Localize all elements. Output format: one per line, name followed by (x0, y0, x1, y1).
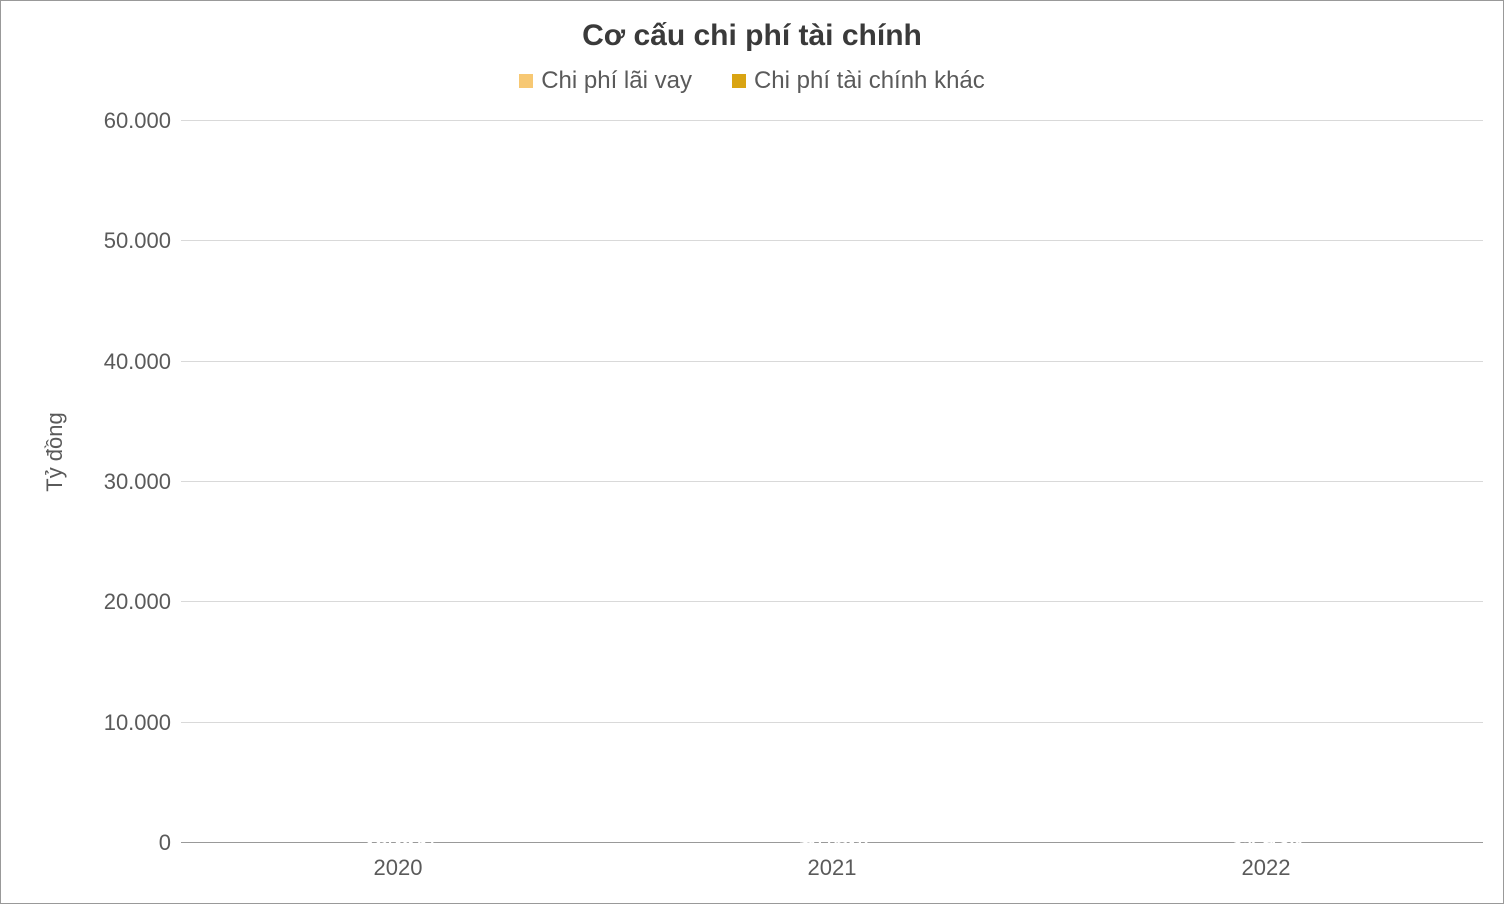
y-tick-label: 20.000 (81, 589, 171, 615)
bar-data-label: 30.755 (713, 829, 952, 857)
legend-label-1: Chi phí tài chính khác (754, 67, 985, 95)
legend-swatch-1 (732, 74, 746, 88)
bar-data-label: 28.606 (279, 829, 518, 857)
y-tick-label: 10.000 (81, 710, 171, 736)
chart-legend: Chi phí lãi vay Chi phí tài chính khác (1, 67, 1503, 95)
y-axis-label: Tỷ đồng (42, 412, 68, 492)
chart-container: Cơ cấu chi phí tài chính Chi phí lãi vay… (0, 0, 1504, 904)
legend-label-0: Chi phí lãi vay (541, 67, 692, 95)
y-tick-label: 30.000 (81, 469, 171, 495)
bars-layer: 28.6066.08230.7559.18035.93621.022 (181, 121, 1483, 843)
bar-data-label: 21.022 (1147, 829, 1386, 857)
legend-item-0: Chi phí lãi vay (519, 67, 692, 95)
plot-wrapper: 28.6066.08230.7559.18035.93621.022202020… (71, 121, 1483, 843)
y-tick-label: 40.000 (81, 349, 171, 375)
plot-area: 28.6066.08230.7559.18035.93621.022202020… (181, 121, 1483, 843)
bar-data-label: 35.936 (1147, 829, 1386, 857)
y-tick-label: 50.000 (81, 228, 171, 254)
legend-swatch-0 (519, 74, 533, 88)
x-tick-label: 2021 (808, 855, 857, 881)
x-tick-label: 2020 (374, 855, 423, 881)
chart-title: Cơ cấu chi phí tài chính (1, 1, 1503, 53)
y-tick-label: 60.000 (81, 108, 171, 134)
legend-item-1: Chi phí tài chính khác (732, 67, 985, 95)
y-tick-label: 0 (81, 830, 171, 856)
x-tick-label: 2022 (1242, 855, 1291, 881)
bar-data-label: 9.180 (713, 829, 952, 857)
bar-data-label: 6.082 (279, 829, 518, 857)
